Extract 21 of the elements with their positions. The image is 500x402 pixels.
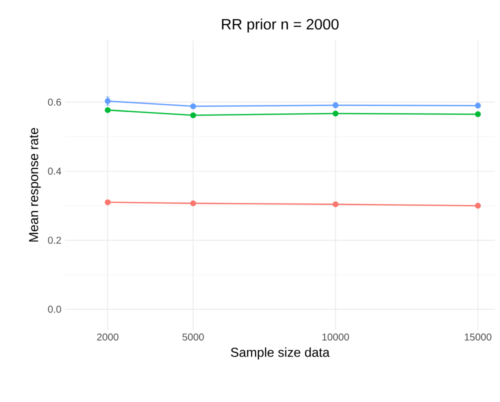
y-tick-label: 0.2 xyxy=(48,236,61,244)
y-axis-title: Mean response rate xyxy=(29,128,41,242)
y-tick-label: 0.4 xyxy=(48,168,62,175)
point xyxy=(190,200,196,206)
point xyxy=(190,112,196,118)
chart-title: RR prior n = 2000 xyxy=(222,18,339,32)
y-tick-label: 0.0 xyxy=(48,306,62,313)
point xyxy=(474,202,481,209)
x-tick-label: 10000 xyxy=(322,334,349,341)
x-tick-label: 5000 xyxy=(182,334,204,341)
point xyxy=(190,103,196,110)
point xyxy=(332,102,338,108)
x-tick-label: 15000 xyxy=(464,334,492,341)
x-tick-label: 2000 xyxy=(97,334,118,341)
y-tick-label: 0.6 xyxy=(48,98,62,106)
x-axis-title: Sample size data xyxy=(230,347,330,360)
point xyxy=(104,199,111,206)
point xyxy=(332,201,338,208)
point xyxy=(474,102,481,109)
point xyxy=(332,110,338,116)
point xyxy=(474,111,481,118)
